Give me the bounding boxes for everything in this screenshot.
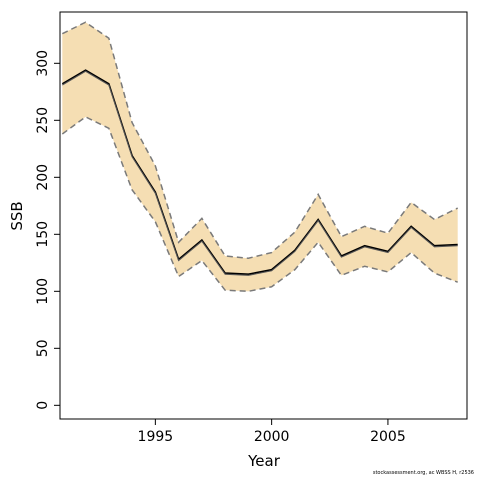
x-tick-label: 2005 bbox=[370, 429, 406, 445]
y-axis: 0 50 100 150 200 250 300 bbox=[35, 50, 60, 410]
upper-bound-line bbox=[61, 21, 459, 260]
confidence-band bbox=[62, 22, 458, 292]
y-tick-label: 0 bbox=[35, 401, 51, 410]
y-tick-label: 250 bbox=[35, 107, 51, 134]
y-tick-label: 150 bbox=[35, 221, 51, 248]
y-axis-title: SSB bbox=[8, 201, 26, 230]
ssb-series-line-2 bbox=[62, 70, 458, 276]
confidence-band-layer bbox=[61, 21, 459, 293]
plot-frame bbox=[59, 11, 468, 420]
x-axis: 1995 2000 2005 bbox=[138, 419, 406, 445]
y-tick-label: 50 bbox=[35, 339, 51, 357]
x-tick-label: 1995 bbox=[138, 429, 174, 445]
lower-bound-line bbox=[61, 116, 458, 293]
x-tick-label: 2000 bbox=[254, 429, 290, 445]
y-tick-label: 200 bbox=[35, 164, 51, 191]
series-line-layer bbox=[61, 69, 458, 276]
x-axis-title: Year bbox=[247, 452, 281, 470]
footer-credit: stockassessment.org, ac WBSS H, r2536 bbox=[372, 470, 474, 476]
y-tick-label: 100 bbox=[35, 278, 51, 305]
y-tick-label: 300 bbox=[35, 50, 51, 77]
